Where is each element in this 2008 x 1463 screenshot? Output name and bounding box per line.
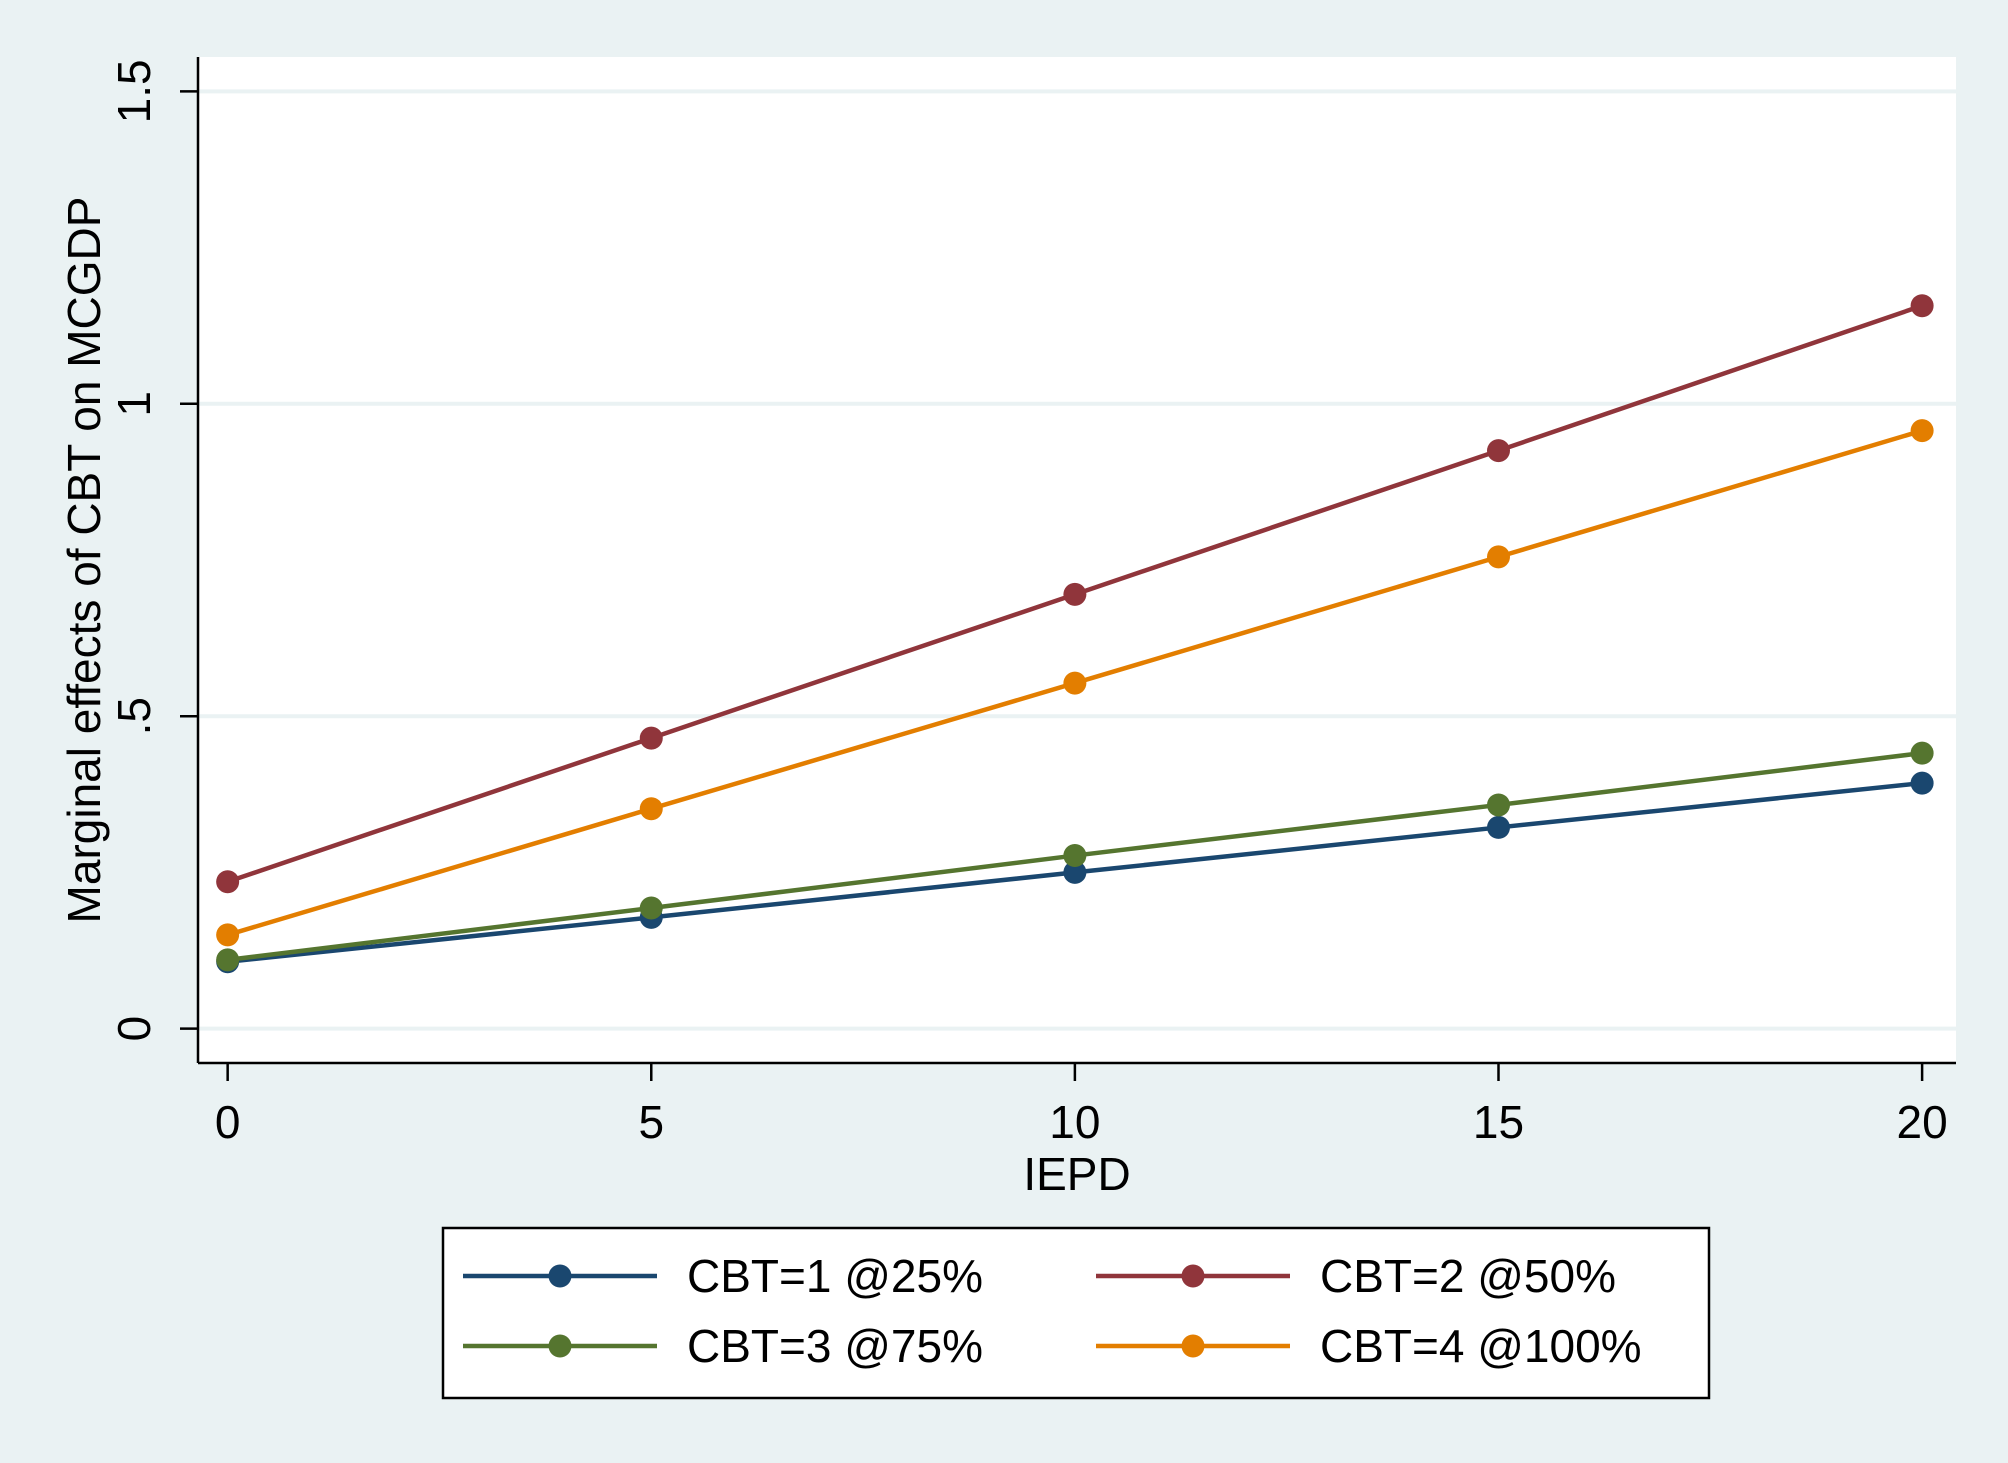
x-tick-label: 20 [1897, 1096, 1948, 1148]
legend-box [441, 1226, 1711, 1400]
legend-label: CBT=4 @100% [1320, 1320, 1642, 1372]
data-point [1910, 294, 1934, 318]
series-group [216, 294, 1934, 974]
legend-label: CBT=3 @75% [687, 1320, 983, 1372]
data-point [1910, 419, 1934, 443]
data-point [1063, 671, 1087, 695]
data-point [1486, 815, 1510, 839]
data-point [216, 948, 240, 972]
x-axis-label: IEPD [1023, 1148, 1130, 1200]
legend-swatch-marker [548, 1264, 572, 1288]
y-tick-label: 1.5 [108, 59, 160, 123]
axes: 0 .5 1 1.5 0 5 10 15 20 [108, 57, 1956, 1148]
y-axis-label: Marginal effects of CBT on MCGDP [58, 197, 110, 924]
gridlines [198, 89, 1956, 1031]
x-tick-label: 0 [215, 1096, 241, 1148]
data-point [1486, 545, 1510, 569]
data-point [1063, 844, 1087, 868]
data-point [1486, 793, 1510, 817]
y-tick-label: .5 [108, 697, 160, 735]
legend-label: CBT=1 @25% [687, 1250, 983, 1302]
data-point [1486, 439, 1510, 463]
x-tick-label: 5 [638, 1096, 664, 1148]
data-point [1910, 741, 1934, 765]
data-point [1910, 771, 1934, 795]
legend: CBT=1 @25% CBT=2 @50% CBT=3 @75% CBT=4 @100… [441, 1226, 1711, 1400]
legend-label: CBT=2 @50% [1320, 1250, 1616, 1302]
legend-swatch-marker [1181, 1334, 1205, 1358]
data-point [639, 896, 663, 920]
data-point [639, 726, 663, 750]
legend-swatch-marker [548, 1334, 572, 1358]
y-tick-label: 1 [108, 391, 160, 417]
data-point [216, 923, 240, 947]
plot-area [198, 57, 1956, 1063]
data-point [216, 870, 240, 894]
data-point [639, 797, 663, 821]
x-tick-label: 15 [1473, 1096, 1524, 1148]
data-point [1063, 860, 1087, 884]
y-tick-label: 0 [108, 1016, 160, 1042]
data-point [1063, 582, 1087, 606]
legend-swatch-marker [1181, 1264, 1205, 1288]
x-tick-label: 10 [1049, 1096, 1100, 1148]
